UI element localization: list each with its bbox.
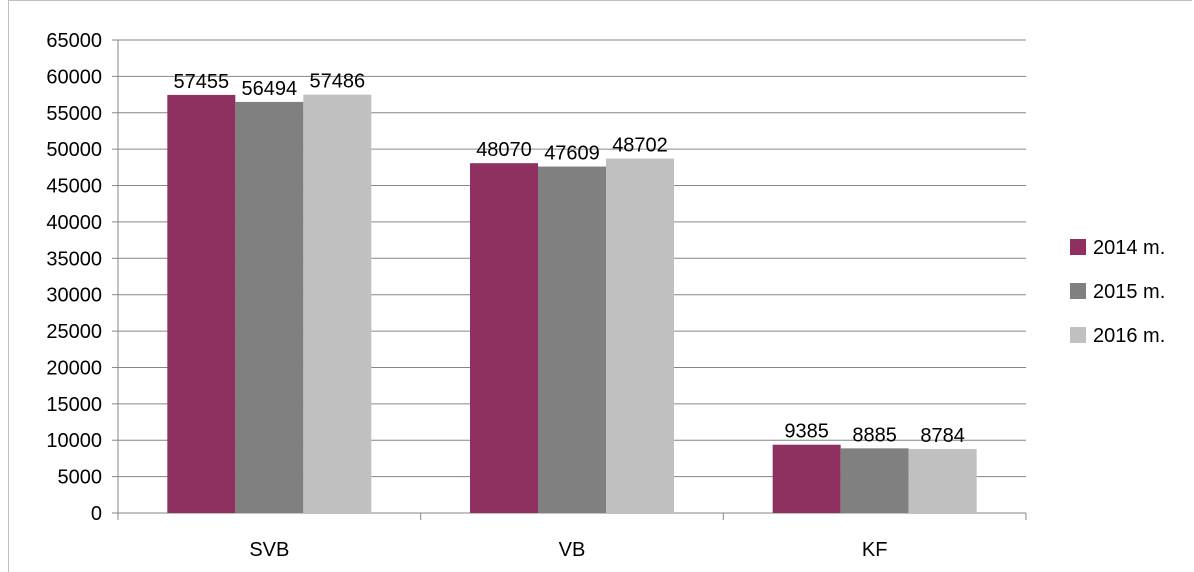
legend-label: 2016 m. bbox=[1093, 325, 1165, 347]
bar bbox=[908, 449, 977, 513]
x-tick-label: KF bbox=[862, 539, 888, 561]
legend-swatch bbox=[1070, 283, 1086, 299]
axes: 0 5000 10000 15000 20000 25000 30000 35000 40000… bbox=[46, 30, 1027, 561]
x-tick-label: SVB bbox=[249, 539, 289, 561]
bar bbox=[538, 166, 606, 513]
y-tick-label: 5000 bbox=[58, 467, 103, 489]
bars bbox=[167, 94, 977, 513]
y-tick-label: 10000 bbox=[46, 430, 102, 452]
data-label: 57455 bbox=[174, 71, 230, 93]
y-tick-label: 20000 bbox=[46, 357, 102, 379]
y-tick-label: 30000 bbox=[46, 285, 102, 307]
x-tick-label: VB bbox=[559, 539, 586, 561]
bar bbox=[470, 163, 538, 513]
y-tick-label: 45000 bbox=[46, 176, 102, 198]
data-label: 48070 bbox=[476, 139, 532, 161]
legend-swatch bbox=[1070, 327, 1086, 343]
data-label: 47609 bbox=[544, 143, 600, 165]
y-tick-label: 35000 bbox=[46, 248, 102, 270]
y-tick-label: 60000 bbox=[46, 66, 102, 88]
bar bbox=[606, 158, 674, 513]
y-tick-label: 40000 bbox=[46, 212, 102, 234]
data-label: 8784 bbox=[920, 425, 965, 447]
y-tick-label: 65000 bbox=[46, 30, 102, 52]
bar bbox=[840, 448, 909, 513]
y-tick-label: 0 bbox=[91, 503, 102, 525]
y-tick-label: 15000 bbox=[46, 394, 102, 416]
data-label: 9385 bbox=[784, 421, 829, 443]
data-label: 8885 bbox=[852, 424, 897, 446]
data-label: 56494 bbox=[242, 78, 298, 100]
legend-label: 2015 m. bbox=[1093, 281, 1165, 303]
bar bbox=[235, 101, 304, 513]
data-label: 57486 bbox=[310, 71, 366, 93]
legend: 2014 m. 2015 m. 2016 m. bbox=[1070, 237, 1165, 347]
y-tick-label: 55000 bbox=[46, 103, 102, 125]
y-tick-label: 50000 bbox=[46, 139, 102, 161]
bar bbox=[167, 94, 236, 513]
y-tick-label: 25000 bbox=[46, 321, 102, 343]
bar bbox=[772, 444, 841, 513]
bar bbox=[303, 94, 372, 513]
legend-swatch bbox=[1070, 239, 1086, 255]
data-label: 48702 bbox=[612, 135, 668, 157]
data-labels: 57455 56494 57486 48070 47609 48702 9385 8885 87… bbox=[174, 71, 965, 447]
legend-label: 2014 m. bbox=[1093, 237, 1165, 259]
